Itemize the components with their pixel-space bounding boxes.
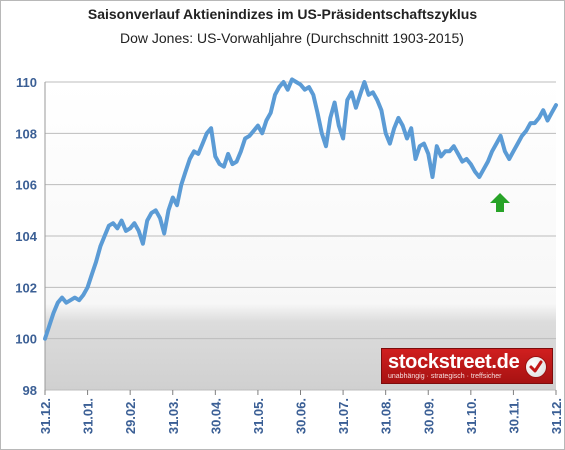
x-tick-label: 31.07. [336, 398, 351, 434]
stockstreet-logo: stockstreet.de unabhängig · strategisch … [381, 348, 553, 384]
x-axis: 31.12. 31.01. 29.02. 31.03. 30.04. 31.05. 30.0… [38, 390, 564, 434]
chart-subtitle: Dow Jones: US-Vorwahljahre (Durchschnitt… [120, 30, 464, 46]
y-tick-label: 110 [16, 75, 37, 90]
series-line-dow-jones [43, 77, 558, 341]
y-tick-label: 98 [23, 383, 37, 398]
y-tick-label: 108 [15, 126, 37, 141]
y-tick-label: 102 [15, 280, 37, 295]
x-tick-label: 31.10. [464, 398, 479, 434]
x-tick-label: 31.08. [379, 398, 394, 434]
x-tick-label: 31.03. [166, 398, 181, 434]
x-tick-label: 31.12. [38, 398, 53, 434]
y-tick-label: 100 [15, 332, 37, 347]
x-tick-label: 30.09. [421, 398, 436, 434]
x-tick-label: 30.06. [294, 398, 309, 434]
up-arrow-annotation [490, 193, 510, 212]
check-icon [525, 356, 547, 378]
x-tick-label: 31.05. [251, 398, 266, 434]
logo-text: stockstreet.de [388, 351, 520, 373]
x-tick-label: 31.01. [81, 398, 96, 434]
x-tick-label: 31.12. [549, 398, 564, 434]
x-tick-label: 29.02. [123, 398, 138, 434]
logo-tagline: unabhängig · strategisch · treffsicher [388, 373, 502, 380]
y-axis: 98 100 102 104 106 108 110 [15, 75, 37, 398]
chart-title: Saisonverlauf Aktienindizes im US-Präsid… [87, 6, 478, 22]
y-tick-label: 104 [15, 229, 37, 244]
x-tick-label: 30.11. [506, 398, 521, 433]
y-tick-label: 106 [15, 178, 37, 193]
x-tick-label: 30.04. [208, 398, 223, 434]
